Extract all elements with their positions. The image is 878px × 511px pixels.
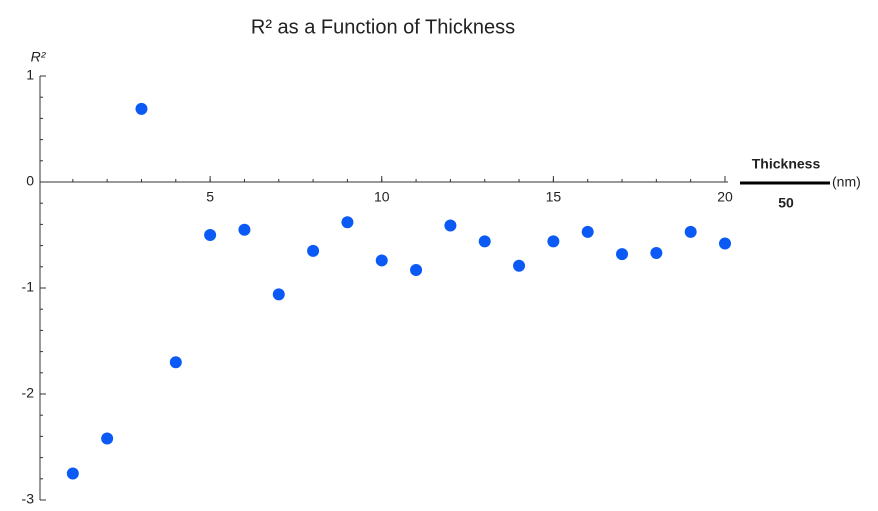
point: [410, 263, 423, 276]
x-tick-label: 20: [717, 189, 733, 205]
x-tick-label: 15: [546, 189, 562, 205]
point: [101, 432, 114, 445]
y-tick-label: 0: [26, 173, 34, 189]
y-tick-label: -1: [22, 279, 35, 295]
point: [204, 229, 217, 241]
point: [616, 248, 629, 261]
x-tick-label: 5: [206, 189, 214, 205]
point: [478, 235, 491, 248]
point: [684, 225, 697, 238]
y-tick-label: -2: [22, 385, 35, 401]
x-tick-label: 10: [374, 189, 390, 205]
x-label-denominator: 50: [778, 195, 794, 211]
point: [66, 467, 79, 480]
point: [650, 247, 663, 260]
point: [375, 254, 388, 267]
point: [341, 216, 354, 229]
point: [238, 223, 251, 236]
x-label-numerator: Thickness: [752, 156, 821, 172]
y-tick-label: 1: [26, 67, 34, 83]
y-tick-label: -3: [22, 491, 35, 507]
point: [444, 219, 457, 232]
point: [547, 235, 560, 248]
chart-title: R² as a Function of Thickness: [251, 16, 515, 38]
point: [135, 102, 148, 115]
point: [169, 356, 182, 369]
point: [719, 237, 731, 250]
x-label-unit: (nm): [832, 174, 861, 190]
point: [581, 225, 594, 238]
point: [272, 288, 285, 301]
point: [307, 244, 320, 257]
y-axis-label: R²: [31, 49, 47, 65]
point: [513, 259, 526, 272]
